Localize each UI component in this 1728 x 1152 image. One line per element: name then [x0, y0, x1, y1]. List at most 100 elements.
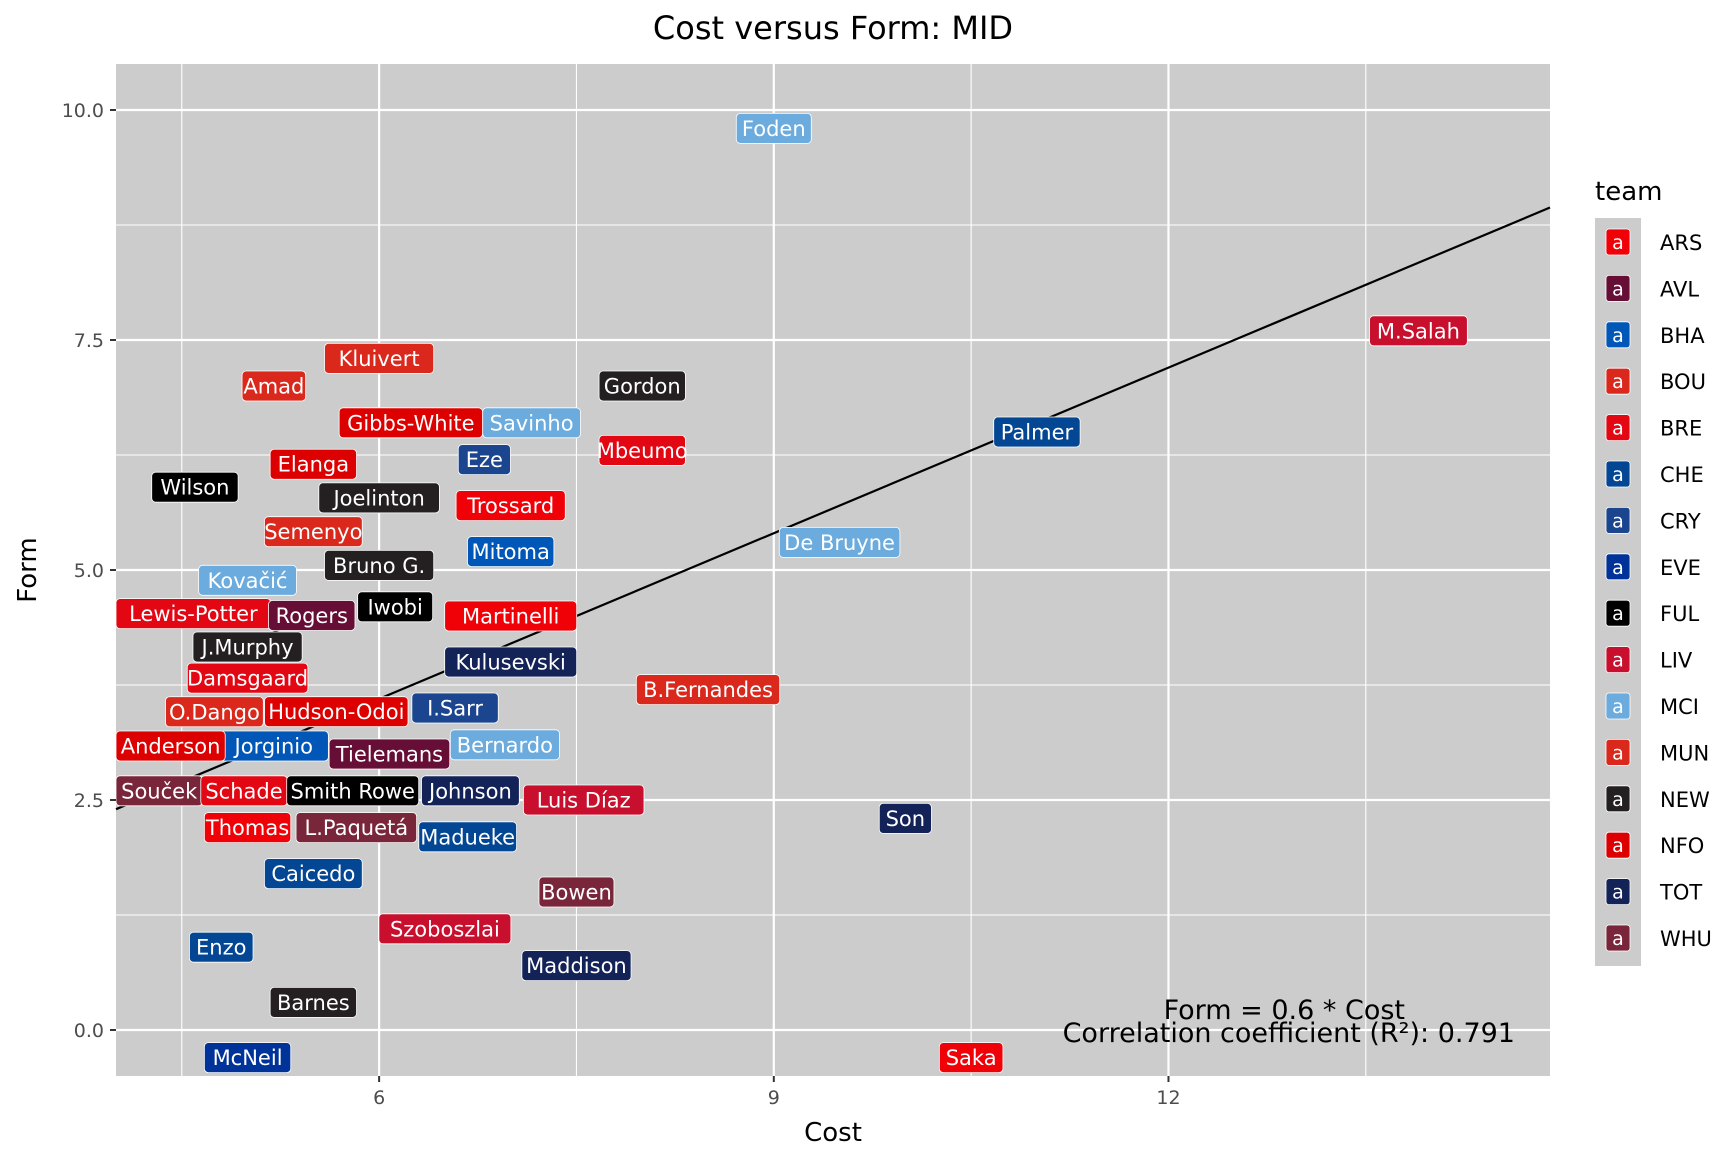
label-text-i-sarr: I.Sarr	[427, 697, 483, 721]
legend-item-cry: a CRY	[1605, 506, 1701, 534]
label-text-schade: Schade	[205, 779, 282, 803]
label-text-trossard: Trossard	[466, 494, 554, 518]
y-tick-label: 0.0	[74, 1020, 104, 1042]
label-iwobi: Iwobi	[357, 591, 434, 623]
label-text-soucek: Souček	[121, 779, 198, 803]
legend-label: ARS	[1660, 231, 1702, 255]
label-caicedo: Caicedo	[264, 858, 363, 889]
label-kulusevski: Kulusevski	[444, 646, 578, 678]
label-barnes: Barnes	[269, 987, 357, 1018]
label-text-bruno-g: Bruno G.	[333, 554, 425, 578]
label-text-iwobi: Iwobi	[367, 595, 422, 619]
label-l-paqueta: L.Paquetá	[295, 812, 418, 843]
legend-swatch	[1605, 228, 1631, 256]
label-text-b-fernandes: B.Fernandes	[643, 678, 773, 702]
legend-label: MCI	[1660, 695, 1699, 719]
legend-item-bre: a BRE	[1605, 414, 1702, 442]
label-box-m-salah	[1369, 315, 1468, 347]
legend-label: NEW	[1660, 788, 1710, 812]
legend-key-glyph: a	[1612, 789, 1624, 811]
legend-label: TOT	[1659, 881, 1702, 905]
label-enzo: Enzo	[189, 931, 254, 963]
legend-key-glyph: a	[1612, 696, 1624, 718]
legend-item-ars: a ARS	[1605, 228, 1702, 256]
x-tick-label: 12	[1156, 1087, 1180, 1109]
label-box-bruno-g	[324, 549, 435, 581]
legend-item-liv: a LIV	[1605, 646, 1693, 673]
legend-label: BHA	[1660, 324, 1705, 348]
label-gordon: Gordon	[598, 370, 686, 402]
legend-key-glyph: a	[1612, 325, 1624, 347]
legend-swatch	[1605, 785, 1631, 813]
label-box-gibbs-white	[338, 407, 483, 439]
label-box-smith-rowe	[286, 775, 420, 807]
legend-item-ful: a FUL	[1605, 599, 1699, 627]
label-hudson-odoi: Hudson-Odoi	[264, 696, 409, 728]
label-o-dango: O.Dango	[165, 696, 264, 728]
label-thomas: Thomas	[203, 812, 292, 843]
y-axis-title: Form	[13, 537, 43, 603]
label-box-bernardo	[449, 729, 560, 761]
label-text-amad: Amad	[243, 375, 304, 399]
label-text-joelinton: Joelinton	[331, 486, 424, 510]
label-box-semenyo	[264, 516, 363, 548]
label-box-palmer	[993, 416, 1081, 448]
label-maddison: Maddison	[521, 950, 632, 981]
label-luis-diaz: Luis Díaz	[522, 784, 645, 816]
legend-item-che: a CHE	[1605, 460, 1704, 488]
label-box-foden	[735, 113, 812, 144]
legend-item-bou: a BOU	[1605, 367, 1706, 395]
legend-label: WHU	[1660, 927, 1712, 951]
label-trossard: Trossard	[455, 490, 566, 522]
label-semenyo: Semenyo	[264, 516, 363, 548]
label-soucek: Souček	[115, 775, 203, 807]
label-box-amad	[241, 370, 307, 402]
label-bruno-g: Bruno G.	[324, 549, 435, 581]
x-tick-label: 9	[768, 1087, 780, 1109]
label-elanga: Elanga	[269, 448, 357, 480]
x-axis-title: Cost	[804, 1118, 862, 1148]
label-lewis-potter: Lewis-Potter	[115, 598, 272, 630]
legend-key-glyph: a	[1612, 418, 1624, 440]
label-box-trossard	[455, 490, 566, 522]
legend-label: CHE	[1660, 463, 1704, 487]
label-text-kovacic: Kovačić	[208, 569, 288, 593]
legend-swatch	[1605, 274, 1631, 302]
label-box-barnes	[269, 987, 357, 1018]
label-text-m-salah: M.Salah	[1377, 319, 1460, 343]
label-box-iwobi	[357, 591, 434, 623]
label-damsgaard: Damsgaard	[186, 662, 309, 694]
y-tick-label: 10.0	[62, 100, 104, 122]
regression-equation: Form = 0.6 * Cost	[1164, 995, 1405, 1026]
label-text-mitoma: Mitoma	[471, 540, 549, 564]
label-bowen: Bowen	[538, 876, 615, 908]
label-text-gibbs-white: Gibbs-White	[347, 411, 475, 435]
legend-label: FUL	[1660, 602, 1699, 626]
label-text-kulusevski: Kulusevski	[455, 651, 565, 675]
y-tick-label: 2.5	[74, 790, 104, 812]
label-text-savinho: Savinho	[490, 411, 574, 435]
chart-title: Cost versus Form: MID	[653, 9, 1013, 47]
label-box-szoboszlai	[378, 913, 512, 945]
legend-item-mci: a MCI	[1605, 692, 1699, 720]
label-smith-rowe: Smith Rowe	[286, 775, 420, 807]
label-box-son	[878, 803, 932, 834]
legend-swatch	[1605, 599, 1631, 627]
label-mbeumo: Mbeumo	[597, 434, 688, 466]
label-box-luis-diaz	[522, 784, 645, 816]
label-b-fernandes: B.Fernandes	[635, 674, 781, 705]
y-axis: 0.0 2.5 5.0 7.5 10.0	[62, 100, 116, 1042]
label-text-son: Son	[886, 807, 926, 831]
label-box-damsgaard	[186, 662, 309, 694]
label-text-l-paqueta: L.Paquetá	[305, 816, 409, 840]
legend-swatch	[1605, 924, 1631, 952]
label-text-luis-diaz: Luis Díaz	[537, 789, 631, 813]
label-text-kluivert: Kluivert	[339, 347, 420, 371]
legend-swatch	[1605, 506, 1631, 534]
label-box-o-dango	[165, 696, 264, 728]
y-tick-label: 5.0	[74, 560, 104, 582]
legend-title: team	[1595, 177, 1662, 207]
label-box-kovacic	[198, 564, 297, 596]
label-kluivert: Kluivert	[324, 342, 435, 374]
label-de-bruyne: De Bruyne	[778, 527, 901, 558]
